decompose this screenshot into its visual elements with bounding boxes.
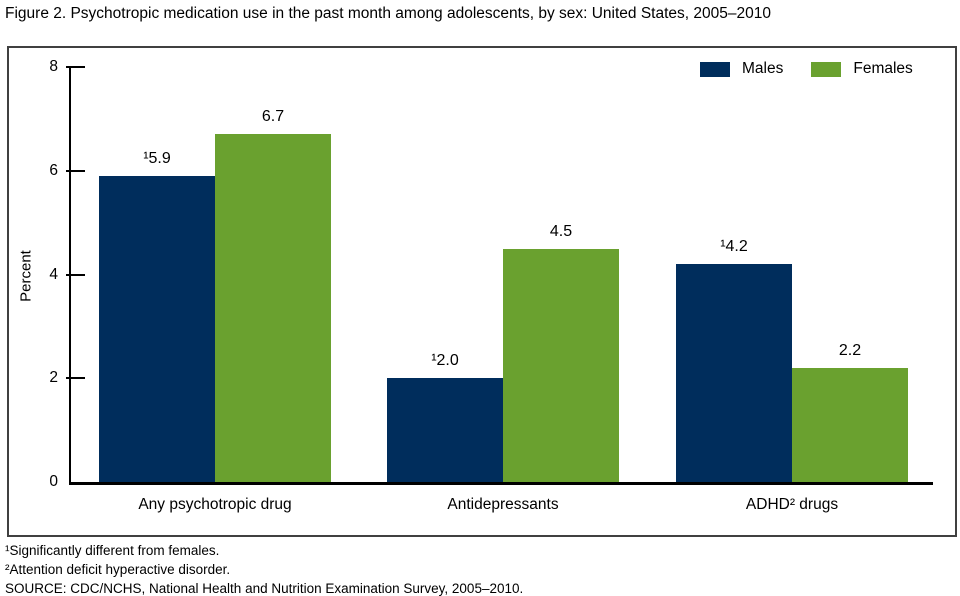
y-tick-label: 0 (49, 473, 58, 490)
bar-females-2 (792, 367, 908, 482)
legend-item-males: Males (700, 60, 783, 78)
bar-males-2 (676, 264, 792, 482)
legend-label-males: Males (742, 60, 784, 77)
x-axis-baseline (69, 482, 933, 485)
males-swatch-icon (700, 61, 730, 77)
y-tick-mark (66, 377, 85, 380)
y-tick-label: 6 (49, 161, 58, 179)
footnote-source: SOURCE: CDC/NCHS, National Health and Nu… (5, 581, 524, 596)
footnote-1: ¹Significantly different from females. (5, 543, 220, 558)
y-tick-label: 8 (49, 58, 58, 75)
y-axis-line (69, 67, 71, 484)
footnote-2: ²Attention deficit hyperactive disorder. (5, 562, 231, 577)
bar-value-label: ¹5.9 (143, 149, 171, 167)
bar-males-1 (387, 378, 503, 482)
bar-females-0 (215, 134, 331, 482)
bar-value-label: 2.2 (838, 341, 862, 359)
x-category-label: Antidepressants (447, 496, 559, 513)
footnotes: ¹Significantly different from females. ²… (5, 541, 523, 596)
y-tick-mark (66, 169, 85, 172)
legend: Males Females (700, 60, 913, 78)
females-swatch-icon (811, 61, 842, 77)
bar-value-label: 4.5 (549, 222, 573, 240)
bar-females-1 (503, 248, 619, 482)
legend-label-females: Females (853, 60, 913, 77)
bar-value-label: ¹2.0 (431, 352, 459, 370)
bar-value-label: 6.7 (261, 108, 285, 126)
y-tick-mark (66, 66, 85, 68)
y-tick-mark (66, 273, 85, 276)
x-category-label: Any psychotropic drug (138, 496, 292, 513)
y-tick-label: 4 (49, 265, 58, 283)
bar-value-label: ¹4.2 (720, 238, 748, 256)
bar-males-0 (99, 175, 215, 482)
figure-title: Figure 2. Psychotropic medication use in… (5, 5, 771, 22)
legend-item-females: Females (811, 60, 913, 78)
x-category-label: ADHD² drugs (745, 496, 839, 513)
y-tick-label: 2 (49, 369, 58, 387)
